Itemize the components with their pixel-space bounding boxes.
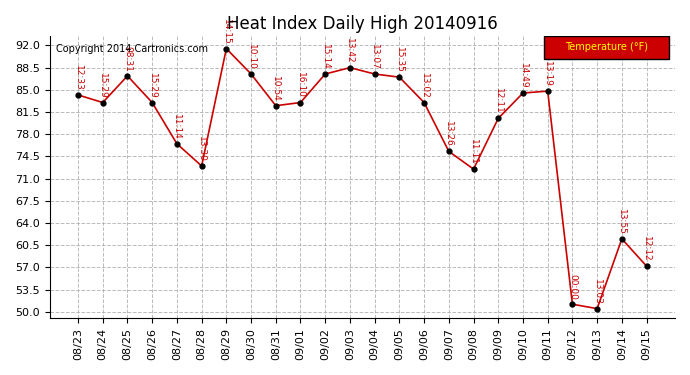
Text: 16:10: 16:10 [296, 72, 305, 98]
Text: 10:10: 10:10 [246, 44, 255, 70]
Text: 08:31: 08:31 [123, 46, 132, 72]
Text: 13:26: 13:26 [444, 122, 453, 147]
Text: 13:42: 13:42 [346, 38, 355, 63]
Text: 13:19: 13:19 [543, 61, 552, 87]
Text: 13:03: 13:03 [593, 279, 602, 304]
Text: 11:11: 11:11 [469, 139, 478, 165]
Text: 12:11: 12:11 [494, 88, 503, 114]
Text: Copyright 2014 Cartronics.com: Copyright 2014 Cartronics.com [56, 44, 208, 54]
Text: 00:00: 00:00 [568, 274, 577, 300]
Text: 13:55: 13:55 [618, 209, 627, 235]
Text: 11:14: 11:14 [172, 114, 181, 140]
Text: 13:30: 13:30 [197, 136, 206, 162]
Text: 13:07: 13:07 [370, 44, 380, 70]
Text: Temperature (°F): Temperature (°F) [564, 42, 648, 52]
FancyBboxPatch shape [544, 36, 669, 58]
Text: 13:02: 13:02 [420, 73, 428, 98]
Text: 12:33: 12:33 [74, 65, 83, 91]
Text: 15:35: 15:35 [395, 47, 404, 73]
Text: 12:12: 12:12 [642, 236, 651, 262]
Text: 14:15: 14:15 [222, 19, 231, 45]
Text: 14:49: 14:49 [518, 63, 527, 89]
Text: 15:14: 15:14 [321, 44, 330, 70]
Text: 10:54: 10:54 [271, 76, 280, 102]
Title: Heat Index Daily High 20140916: Heat Index Daily High 20140916 [227, 15, 497, 33]
Text: 15:29: 15:29 [98, 73, 107, 98]
Text: 15:29: 15:29 [148, 73, 157, 98]
